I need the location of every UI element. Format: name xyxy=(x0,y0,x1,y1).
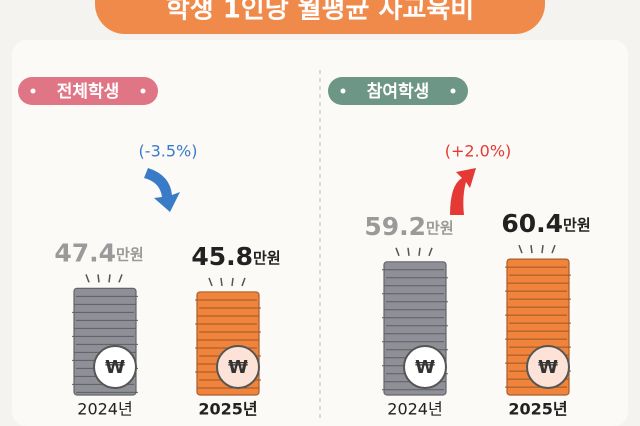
sparkle xyxy=(231,277,234,287)
panel-title: 참여학생 xyxy=(367,81,430,102)
sparkle xyxy=(541,245,544,254)
sparkle xyxy=(118,274,123,283)
x-tick-label: 2025년 xyxy=(508,400,567,419)
value-unit: 만원 xyxy=(253,248,281,266)
change-annotation: (-3.5%) xyxy=(139,142,198,161)
value-number: 59.2 xyxy=(364,212,426,241)
sparkle xyxy=(108,274,111,283)
sparkle xyxy=(241,277,246,287)
panel-title: 전체학생 xyxy=(57,82,120,102)
coin-symbol: ₩ xyxy=(228,357,248,378)
x-tick-label: 2024년 xyxy=(387,400,442,419)
coin-face xyxy=(526,345,570,389)
value-label: 59.2만원 xyxy=(364,212,453,241)
coin-face xyxy=(216,345,260,389)
value-unit: 만원 xyxy=(563,216,591,234)
value-number: 45.8 xyxy=(191,242,253,271)
pill-dot xyxy=(140,88,146,94)
sparkle xyxy=(530,245,533,254)
x-tick-label: 2024년 xyxy=(77,400,132,419)
sparkle xyxy=(418,247,421,256)
value-label: 47.4만원 xyxy=(54,238,143,267)
change-annotation: (+2.0%) xyxy=(445,142,512,161)
value-label: 45.8만원 xyxy=(191,242,280,271)
value-number: 47.4 xyxy=(54,238,116,267)
sparkle xyxy=(97,274,100,283)
pill-dot xyxy=(30,88,36,94)
value-unit: 만원 xyxy=(426,218,454,236)
coin-symbol: ₩ xyxy=(105,357,125,378)
value-unit: 만원 xyxy=(116,245,144,263)
sparkle xyxy=(407,247,410,256)
sparkle xyxy=(428,247,433,257)
value-number: 60.4 xyxy=(501,209,563,238)
title-banner xyxy=(95,0,545,34)
sparkle xyxy=(208,277,213,287)
title: 학생 1인당 월평균 사교육비 xyxy=(166,0,474,25)
panel-label-pill xyxy=(18,77,158,105)
pill-dot xyxy=(340,88,346,94)
coin-symbol: ₩ xyxy=(538,357,558,378)
sparkle xyxy=(395,247,400,257)
coin-face xyxy=(93,345,137,389)
sparkle xyxy=(551,244,556,254)
sparkle xyxy=(85,274,90,283)
coin-face xyxy=(403,345,447,389)
panel-label-pill xyxy=(328,77,468,105)
pill-dot xyxy=(450,88,456,94)
value-label: 60.4만원 xyxy=(501,209,590,238)
sparkle xyxy=(518,244,523,254)
sparkle xyxy=(220,277,223,287)
x-tick-label: 2025년 xyxy=(198,400,257,419)
coin-symbol: ₩ xyxy=(415,357,435,378)
change-arrow xyxy=(144,168,180,212)
change-arrow xyxy=(450,168,476,215)
